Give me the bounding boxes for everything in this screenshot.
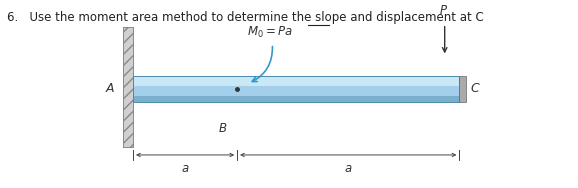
Text: a: a bbox=[344, 162, 352, 175]
Text: A: A bbox=[106, 82, 114, 96]
Text: C: C bbox=[470, 82, 479, 96]
Text: 6.   Use the moment area method to determine the slope and displacement at C: 6. Use the moment area method to determi… bbox=[7, 11, 484, 24]
Bar bbox=[133, 96, 460, 102]
Bar bbox=[133, 76, 460, 86]
Bar bbox=[133, 76, 460, 102]
Text: a: a bbox=[181, 162, 189, 175]
Text: $M_0 = Pa$: $M_0 = Pa$ bbox=[247, 25, 292, 40]
Text: P: P bbox=[439, 4, 447, 17]
Text: B: B bbox=[218, 122, 227, 135]
Bar bbox=[123, 27, 133, 147]
Bar bbox=[123, 27, 133, 147]
Bar bbox=[460, 76, 466, 102]
Bar bbox=[133, 82, 460, 96]
